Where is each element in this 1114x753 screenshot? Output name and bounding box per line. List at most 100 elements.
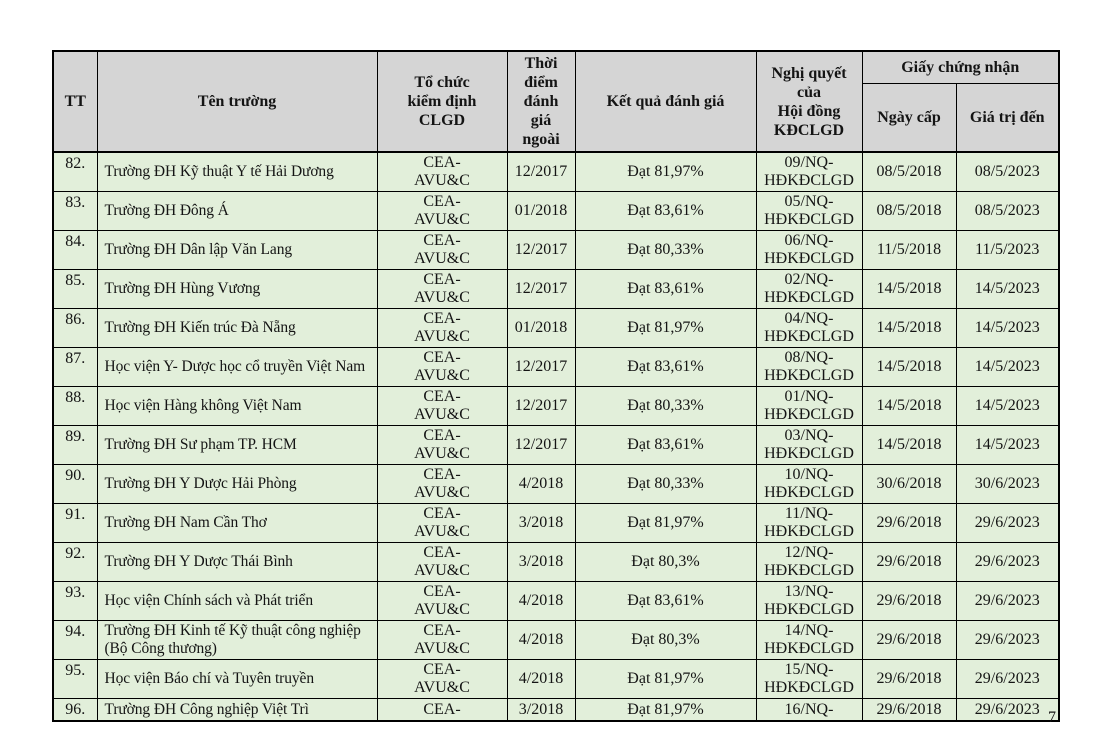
cell-school-name: Trường ĐH Kiến trúc Đà Nẵng bbox=[96, 308, 378, 348]
cell-issue-date: 29/6/2018 bbox=[861, 698, 957, 722]
cell-accreditation-org: CEA- AVU&C bbox=[376, 230, 508, 270]
cell-council-resolution: 12/NQ- HĐKĐCLGD bbox=[755, 542, 863, 582]
document-page: TT Tên trường Tổ chức kiểm định CLGD Thờ… bbox=[52, 50, 1060, 722]
cell-council-resolution: 15/NQ- HĐKĐCLGD bbox=[755, 659, 863, 699]
cell-tt: 93. bbox=[52, 581, 98, 621]
cell-accreditation-org: CEA- AVU&C bbox=[376, 542, 508, 582]
cell-evaluation-time: 3/2018 bbox=[506, 503, 576, 543]
cell-valid-until: 30/6/2023 bbox=[955, 464, 1060, 504]
table-row: 90. Trường ĐH Y Dược Hải Phòng CEA- AVU&… bbox=[52, 464, 1060, 504]
cell-tt: 95. bbox=[52, 659, 98, 699]
cell-tt: 89. bbox=[52, 425, 98, 465]
cell-accreditation-org: CEA- bbox=[376, 698, 508, 722]
table-row: 91. Trường ĐH Nam Cần Thơ CEA- AVU&C 3/2… bbox=[52, 503, 1060, 543]
cell-accreditation-org: CEA- AVU&C bbox=[376, 620, 508, 660]
cell-issue-date: 11/5/2018 bbox=[861, 230, 957, 270]
cell-council-resolution: 14/NQ- HĐKĐCLGD bbox=[755, 620, 863, 660]
cell-accreditation-org: CEA- AVU&C bbox=[376, 308, 508, 348]
table-row: 94. Trường ĐH Kinh tế Kỹ thuật công nghi… bbox=[52, 620, 1060, 660]
cell-evaluation-time: 12/2017 bbox=[506, 230, 576, 270]
cell-evaluation-time: 12/2017 bbox=[506, 151, 576, 192]
table-row: 93. Học viện Chính sách và Phát triển CE… bbox=[52, 581, 1060, 621]
table-row: 88. Học viện Hàng không Việt Nam CEA- AV… bbox=[52, 386, 1060, 426]
cell-evaluation-time: 01/2018 bbox=[506, 308, 576, 348]
cell-evaluation-time: 12/2017 bbox=[506, 347, 576, 387]
cell-issue-date: 29/6/2018 bbox=[861, 503, 957, 543]
cell-council-resolution: 03/NQ- HĐKĐCLGD bbox=[755, 425, 863, 465]
cell-evaluation-time: 4/2018 bbox=[506, 581, 576, 621]
cell-evaluation-result: Đạt 80,3% bbox=[574, 542, 757, 582]
cell-evaluation-result: Đạt 80,33% bbox=[574, 230, 757, 270]
cell-valid-until: 29/6/2023 bbox=[955, 581, 1060, 621]
cell-issue-date: 08/5/2018 bbox=[861, 151, 957, 192]
table-row: 89. Trường ĐH Sư phạm TP. HCM CEA- AVU&C… bbox=[52, 425, 1060, 465]
cell-valid-until: 29/6/2023 bbox=[955, 542, 1060, 582]
table-header: TT Tên trường Tổ chức kiểm định CLGD Thờ… bbox=[52, 50, 1060, 153]
cell-tt: 91. bbox=[52, 503, 98, 543]
cell-tt: 85. bbox=[52, 269, 98, 309]
cell-school-name: Trường ĐH Công nghiệp Việt Trì bbox=[96, 698, 378, 722]
cell-tt: 84. bbox=[52, 230, 98, 270]
table-row: 84. Trường ĐH Dân lập Văn Lang CEA- AVU&… bbox=[52, 230, 1060, 270]
header-evaluation-result: Kết quả đánh giá bbox=[574, 50, 757, 153]
cell-council-resolution: 10/NQ- HĐKĐCLGD bbox=[755, 464, 863, 504]
cell-council-resolution: 11/NQ- HĐKĐCLGD bbox=[755, 503, 863, 543]
cell-council-resolution: 08/NQ- HĐKĐCLGD bbox=[755, 347, 863, 387]
cell-evaluation-result: Đạt 83,61% bbox=[574, 425, 757, 465]
cell-school-name: Trường ĐH Kinh tế Kỹ thuật công nghiệp (… bbox=[96, 620, 378, 660]
cell-accreditation-org: CEA- AVU&C bbox=[376, 659, 508, 699]
cell-accreditation-org: CEA- AVU&C bbox=[376, 581, 508, 621]
cell-evaluation-result: Đạt 83,61% bbox=[574, 191, 757, 231]
cell-council-resolution: 13/NQ- HĐKĐCLGD bbox=[755, 581, 863, 621]
cell-accreditation-org: CEA- AVU&C bbox=[376, 464, 508, 504]
cell-school-name: Học viện Chính sách và Phát triển bbox=[96, 581, 378, 621]
cell-issue-date: 29/6/2018 bbox=[861, 659, 957, 699]
cell-accreditation-org: CEA- AVU&C bbox=[376, 191, 508, 231]
cell-school-name: Trường ĐH Y Dược Thái Bình bbox=[96, 542, 378, 582]
cell-tt: 96. bbox=[52, 698, 98, 722]
cell-valid-until: 14/5/2023 bbox=[955, 269, 1060, 309]
cell-issue-date: 14/5/2018 bbox=[861, 269, 957, 309]
cell-issue-date: 30/6/2018 bbox=[861, 464, 957, 504]
header-issue-date: Ngày cấp bbox=[861, 83, 957, 153]
cell-school-name: Trường ĐH Kỹ thuật Y tế Hải Dương bbox=[96, 151, 378, 192]
cell-evaluation-result: Đạt 80,3% bbox=[574, 620, 757, 660]
cell-valid-until: 29/6/2023 bbox=[955, 620, 1060, 660]
cell-evaluation-time: 3/2018 bbox=[506, 698, 576, 722]
cell-issue-date: 14/5/2018 bbox=[861, 386, 957, 426]
cell-evaluation-result: Đạt 80,33% bbox=[574, 464, 757, 504]
cell-evaluation-time: 4/2018 bbox=[506, 659, 576, 699]
table-row: 95. Học viện Báo chí và Tuyên truyền CEA… bbox=[52, 659, 1060, 699]
cell-valid-until: 08/5/2023 bbox=[955, 191, 1060, 231]
cell-valid-until: 14/5/2023 bbox=[955, 347, 1060, 387]
cell-council-resolution: 04/NQ- HĐKĐCLGD bbox=[755, 308, 863, 348]
cell-council-resolution: 16/NQ- bbox=[755, 698, 863, 722]
cell-school-name: Trường ĐH Hùng Vương bbox=[96, 269, 378, 309]
cell-accreditation-org: CEA- AVU&C bbox=[376, 503, 508, 543]
cell-valid-until: 11/5/2023 bbox=[955, 230, 1060, 270]
header-tt: TT bbox=[52, 50, 98, 153]
cell-school-name: Trường ĐH Nam Cần Thơ bbox=[96, 503, 378, 543]
table-row: 87. Học viện Y- Dược học cổ truyền Việt … bbox=[52, 347, 1060, 387]
cell-valid-until: 08/5/2023 bbox=[955, 151, 1060, 192]
cell-issue-date: 29/6/2018 bbox=[861, 542, 957, 582]
cell-evaluation-result: Đạt 81,97% bbox=[574, 698, 757, 722]
cell-evaluation-result: Đạt 81,97% bbox=[574, 503, 757, 543]
cell-evaluation-time: 4/2018 bbox=[506, 620, 576, 660]
cell-accreditation-org: CEA- AVU&C bbox=[376, 151, 508, 192]
cell-accreditation-org: CEA- AVU&C bbox=[376, 386, 508, 426]
cell-evaluation-time: 4/2018 bbox=[506, 464, 576, 504]
cell-school-name: Trường ĐH Đông Á bbox=[96, 191, 378, 231]
cell-tt: 88. bbox=[52, 386, 98, 426]
cell-tt: 87. bbox=[52, 347, 98, 387]
cell-issue-date: 08/5/2018 bbox=[861, 191, 957, 231]
cell-evaluation-time: 01/2018 bbox=[506, 191, 576, 231]
cell-council-resolution: 02/NQ- HĐKĐCLGD bbox=[755, 269, 863, 309]
cell-valid-until: 14/5/2023 bbox=[955, 308, 1060, 348]
cell-evaluation-time: 12/2017 bbox=[506, 425, 576, 465]
cell-school-name: Trường ĐH Dân lập Văn Lang bbox=[96, 230, 378, 270]
cell-tt: 82. bbox=[52, 151, 98, 192]
accreditation-table: TT Tên trường Tổ chức kiểm định CLGD Thờ… bbox=[52, 50, 1060, 722]
cell-school-name: Trường ĐH Y Dược Hải Phòng bbox=[96, 464, 378, 504]
cell-tt: 90. bbox=[52, 464, 98, 504]
